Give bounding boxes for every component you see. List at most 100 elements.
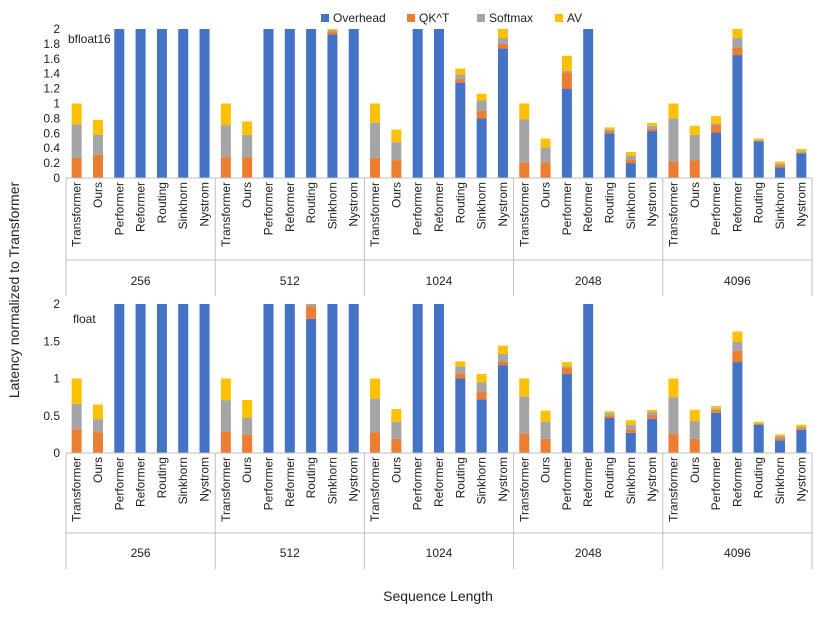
category-label: Performer — [112, 457, 126, 510]
bar-segment-av — [519, 378, 530, 397]
bar-segment-qkt — [497, 43, 508, 49]
bar-segment-softmax — [455, 366, 466, 374]
bar-segment-qkt — [519, 162, 530, 178]
category-label: Performer — [112, 182, 126, 235]
bar-segment-qkt — [732, 350, 743, 363]
y-tick-label: 2 — [53, 297, 60, 311]
bar-segment-av — [71, 378, 82, 404]
category-label: Performer — [411, 457, 425, 510]
bar-segment-av — [455, 68, 466, 75]
category-label: Sinkhorn — [624, 457, 638, 504]
y-tick-label: 1 — [53, 97, 60, 111]
bar-segment-qkt — [668, 161, 679, 178]
bar-segment-overhead — [625, 432, 636, 453]
bar-segment-softmax — [711, 123, 722, 126]
bar-segment-qkt — [540, 162, 551, 178]
bar-segment-softmax — [561, 366, 572, 369]
bar-segment-softmax — [796, 426, 807, 429]
bar-segment-softmax — [540, 421, 551, 439]
bar-segment-qkt — [732, 47, 743, 56]
category-label: Ours — [688, 457, 702, 483]
bar-segment-overhead — [647, 418, 658, 453]
group-label: 512 — [280, 274, 300, 288]
bar-segment-av — [668, 378, 679, 398]
bar-segment-overhead — [199, 304, 210, 453]
group-label: 1024 — [426, 546, 453, 560]
bar-segment-overhead — [306, 29, 317, 178]
bar-segment-av — [625, 420, 636, 425]
category-label: Transformer — [219, 457, 233, 522]
category-label: Transformer — [368, 457, 382, 522]
bar-segment-qkt — [519, 433, 530, 453]
bar-segment-softmax — [242, 417, 253, 435]
bar-segment-qkt — [711, 125, 722, 133]
bar-segment-overhead — [647, 131, 658, 178]
panel-float: 0 0.5 1 1.5 2 float Transformer Ours Performer Re… — [43, 297, 813, 569]
bar-segment-av — [711, 406, 722, 409]
bar-segment-softmax — [625, 424, 636, 430]
category-label: Ours — [389, 182, 403, 208]
category-label: Reformer — [730, 457, 744, 507]
bar-segment-overhead — [135, 304, 146, 453]
bar-segment-av — [220, 103, 231, 126]
group-label: 256 — [131, 274, 151, 288]
category-label: Performer — [261, 457, 275, 510]
legend-label-2: Softmax — [489, 11, 533, 25]
bar-segment-qkt — [370, 432, 381, 453]
bar-segment-av — [370, 103, 381, 123]
category-label: Routing — [752, 182, 766, 223]
bar-segment-softmax — [775, 435, 786, 439]
legend: Overhead QK^T Softmax AV — [321, 11, 582, 25]
bar-segment-overhead — [199, 29, 210, 178]
bar-segment-qkt — [306, 306, 317, 319]
bar-segment-av — [647, 122, 658, 126]
bar-segment-overhead — [561, 88, 572, 178]
bar-segment-overhead — [604, 417, 615, 453]
bar-segment-overhead — [156, 29, 167, 178]
y-tick-label: 0.2 — [43, 156, 60, 170]
bar-segment-overhead — [753, 424, 764, 453]
group-label: 2048 — [575, 546, 602, 560]
bar-segment-overhead — [156, 304, 167, 453]
bar-segment-qkt — [476, 110, 487, 119]
bar-segment-overhead — [263, 29, 274, 178]
y-tick-label: 1 — [53, 372, 60, 386]
panel-bfloat16: 00.20.40.60.811.21.41.61.82 bfloat16 Trans… — [43, 22, 813, 296]
category-label: Nystrom — [645, 182, 659, 227]
y-tick-label: 1.2 — [43, 82, 60, 96]
bar-segment-av — [732, 331, 743, 342]
bar-segment-qkt — [242, 157, 253, 178]
category-label: Routing — [752, 457, 766, 498]
bar-segment-softmax — [370, 122, 381, 158]
bar-segment-av — [753, 421, 764, 424]
bar-segment-overhead — [114, 304, 125, 453]
bar-segment-av — [519, 103, 530, 120]
category-label: Routing — [603, 457, 617, 498]
category-label: Reformer — [283, 182, 297, 232]
bar-segment-av — [327, 29, 338, 31]
bar-segment-qkt — [92, 154, 103, 178]
bar-segment-overhead — [796, 153, 807, 178]
y-tick-label: 1.6 — [43, 52, 60, 66]
legend-swatch-2 — [477, 14, 485, 22]
bar-segment-softmax — [711, 408, 722, 410]
bar-segment-overhead — [561, 374, 572, 453]
bar-segment-softmax — [242, 134, 253, 158]
bar-segment-softmax — [732, 37, 743, 48]
bar-segment-qkt — [604, 415, 615, 418]
bar-segment-softmax — [370, 398, 381, 433]
bar-segment-softmax — [775, 163, 786, 166]
bar-segment-av — [689, 409, 700, 421]
bar-segment-qkt — [327, 31, 338, 35]
bar-segment-softmax — [647, 125, 658, 129]
category-label: Sinkhorn — [624, 182, 638, 229]
category-label: Reformer — [134, 182, 148, 232]
bar-segment-softmax — [689, 420, 700, 439]
y-tick-label: 1.8 — [43, 37, 60, 51]
bar-segment-av — [732, 29, 743, 38]
bar-segment-overhead — [796, 429, 807, 453]
category-label: Ours — [539, 457, 553, 483]
bar-segment-softmax — [604, 129, 615, 132]
category-label: Nystrom — [198, 457, 212, 502]
